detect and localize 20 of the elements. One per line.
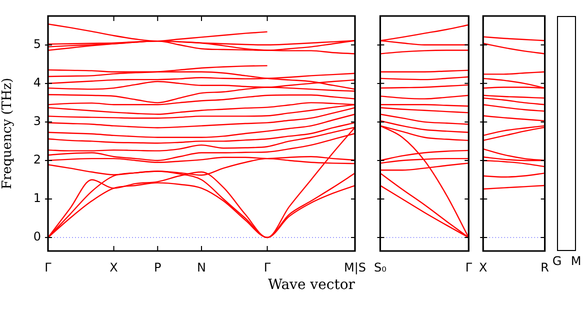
x-tick-label: X	[110, 260, 118, 274]
x-tick-label: N	[197, 260, 206, 274]
x-tick-label: Γ	[44, 260, 52, 274]
x-tick-label: P	[154, 260, 162, 274]
y-tick-label: 0	[33, 230, 41, 244]
category-label: G	[552, 254, 562, 268]
category-label: M	[570, 254, 582, 268]
x-tick-label: Γ	[264, 260, 271, 274]
x-tick-label: M|S	[344, 260, 366, 274]
x-tick-label: Γ	[465, 260, 472, 274]
y-tick-label: 4	[33, 76, 41, 90]
y-tick-label: 2	[33, 152, 41, 167]
y-tick-label: 3	[33, 114, 41, 128]
x-tick-label: S₀	[374, 260, 387, 274]
x-tick-label: X	[478, 260, 488, 274]
y-tick-label: 5	[33, 37, 41, 52]
y-tick-label: 1	[33, 191, 41, 206]
x-tick-label: R	[540, 260, 550, 274]
x-axis-title: Wave vector	[267, 277, 356, 293]
y-axis-title: Frequency (THz)	[0, 78, 16, 190]
